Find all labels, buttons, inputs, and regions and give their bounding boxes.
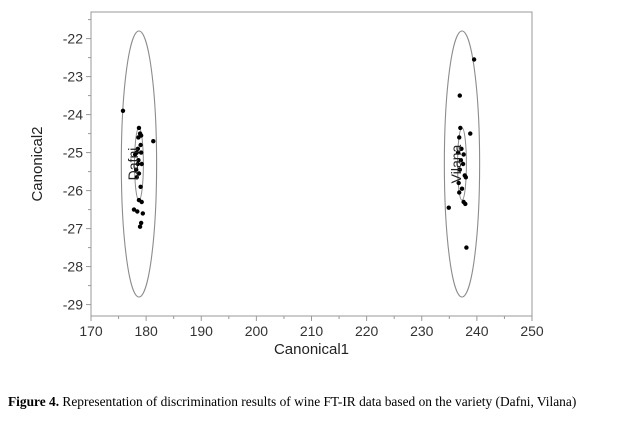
dafni-data-point [135, 161, 141, 167]
x-tick-label: 190 [190, 323, 214, 339]
vilana-data-point [459, 186, 465, 191]
x-tick-label: 210 [300, 323, 324, 339]
y-tick-label: -22 [63, 31, 83, 47]
vilana-data-point [446, 205, 451, 210]
vilana-data-point [464, 245, 469, 250]
vilana-data-point [457, 190, 462, 195]
vilana-data-point [461, 152, 466, 157]
vilana-data-point [459, 146, 464, 151]
dafni-data-point [136, 135, 141, 140]
dafni-data-point [140, 211, 146, 216]
dafni-data-point [134, 175, 139, 180]
x-tick-label: 200 [245, 323, 269, 339]
vilana-data-point [458, 158, 464, 163]
y-tick-label: -23 [63, 69, 83, 85]
vilana-confidence-ellipse [443, 30, 481, 298]
dafni-data-point [136, 158, 141, 163]
dafni-data-point [135, 209, 140, 214]
figure-caption-text: Representation of discrimination results… [59, 394, 577, 409]
y-tick-label: -29 [63, 297, 83, 313]
plot-area: Dafni Vilana [120, 30, 481, 298]
y-axis: -22 -23 -24 -25 -26 -27 -28 -29 [63, 19, 91, 313]
vilana-data-point [457, 93, 462, 98]
x-tick-label: 250 [520, 323, 544, 339]
plot-frame [90, 11, 533, 317]
y-tick-label: -28 [63, 259, 83, 275]
dafni-data-point [138, 142, 143, 148]
vilana-data-point [457, 135, 462, 140]
figure-label: Figure 4. [8, 394, 60, 409]
group-dafni: Dafni [120, 30, 158, 298]
dafni-confidence-ellipse [120, 30, 158, 298]
x-axis-title: Canonical1 [274, 341, 349, 358]
dafni-data-point [135, 146, 141, 151]
group-vilana: Vilana [443, 30, 481, 298]
vilana-data-point [471, 57, 477, 62]
dafni-data-point [137, 224, 143, 229]
dafni-group-label: Dafni [125, 148, 141, 181]
scatter-chart: Dafni Vilana 170 180 190 200 210 220 230 240 250 … [29, 11, 544, 358]
x-axis: 170 180 190 200 210 220 230 240 250 [79, 316, 544, 339]
vilana-data-point [463, 201, 468, 207]
y-tick-label: -27 [63, 221, 83, 237]
dafni-data-point [136, 171, 142, 176]
dafni-data-point [131, 207, 137, 212]
x-tick-label: 170 [79, 323, 103, 339]
vilana-data-point [456, 180, 461, 186]
y-tick-label: -26 [63, 183, 83, 199]
y-tick-label: -25 [63, 145, 83, 161]
dafni-data-point [138, 220, 144, 226]
dafni-data-point [120, 108, 126, 114]
dafni-data-point [134, 167, 139, 172]
x-tick-label: 230 [410, 323, 434, 339]
dafni-data-point [139, 161, 144, 167]
vilana-data-point [457, 167, 462, 172]
vilana-data-point [460, 161, 466, 167]
figure-caption: Figure 4. Representation of discriminati… [8, 393, 632, 410]
dafni-data-point [139, 199, 144, 205]
dafni-data-point [136, 125, 142, 131]
x-tick-label: 220 [355, 323, 379, 339]
vilana-data-point [455, 150, 461, 155]
y-tick-label: -24 [63, 107, 83, 123]
dafni-data-point [138, 184, 143, 189]
dafni-data-point [132, 152, 138, 157]
dafni-data-point [138, 150, 144, 155]
vilana-group-label: Vilana [448, 144, 464, 183]
vilana-data-point [458, 125, 463, 131]
vilana-data-point [463, 175, 469, 180]
x-tick-label: 240 [465, 323, 489, 339]
vilana-data-point [468, 131, 473, 136]
y-axis-title: Canonical2 [29, 126, 46, 201]
dafni-data-point [151, 139, 156, 144]
x-tick-label: 180 [134, 323, 158, 339]
